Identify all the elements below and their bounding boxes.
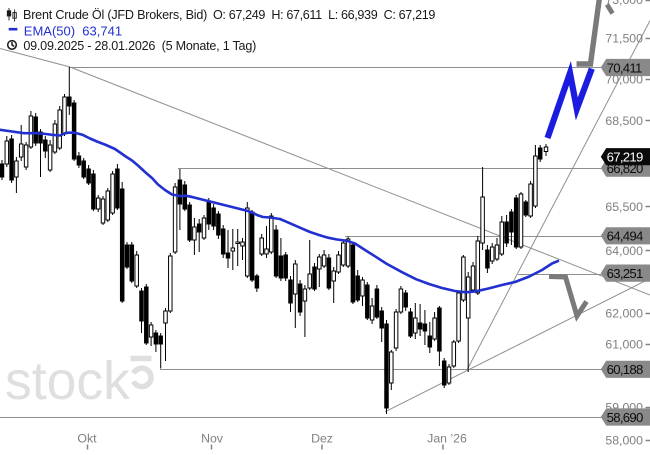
svg-text:Nov: Nov xyxy=(201,432,224,446)
svg-text:62,000: 62,000 xyxy=(605,307,643,321)
svg-text:63,251: 63,251 xyxy=(607,266,643,281)
svg-text:60,188: 60,188 xyxy=(607,362,643,377)
svg-text:64,494: 64,494 xyxy=(607,229,643,244)
svg-text:68,500: 68,500 xyxy=(605,114,643,128)
svg-text:Dez: Dez xyxy=(311,432,333,446)
svg-text:O: 67,249 H: 67,611 L: 66,93: O: 67,249 H: 67,611 L: 66,939 C: 67,219 xyxy=(213,8,435,22)
svg-text:61,000: 61,000 xyxy=(605,338,643,352)
svg-text:58,000: 58,000 xyxy=(605,434,643,448)
svg-text:Jan ’26: Jan ’26 xyxy=(427,432,467,446)
svg-text:71,500: 71,500 xyxy=(605,32,643,46)
svg-text:64,000: 64,000 xyxy=(605,244,643,258)
svg-text:70,411: 70,411 xyxy=(607,60,642,75)
svg-text:73,000: 73,000 xyxy=(605,0,643,7)
svg-text:65,500: 65,500 xyxy=(605,200,643,214)
svg-text:Okt: Okt xyxy=(77,432,97,446)
svg-text:EMA(50) 63,741: EMA(50) 63,741 xyxy=(24,23,122,38)
svg-text:09.09.2025 - 28.01.2026 (5 Mo: 09.09.2025 - 28.01.2026 (5 Monate, 1 Tag… xyxy=(23,39,256,53)
svg-text:stock: stock xyxy=(5,352,130,411)
svg-text:Brent Crude Öl (JFD Brokers, B: Brent Crude Öl (JFD Brokers, Bid) xyxy=(23,8,207,22)
svg-text:58,690: 58,690 xyxy=(607,410,643,425)
svg-text:67,219: 67,219 xyxy=(607,150,643,165)
